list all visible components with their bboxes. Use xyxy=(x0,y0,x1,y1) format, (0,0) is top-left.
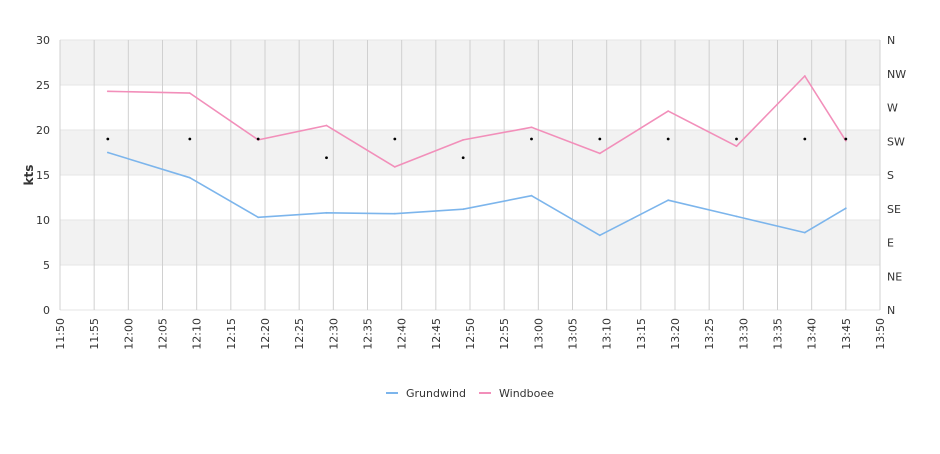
y-tick-label: 5 xyxy=(43,259,50,272)
y-axis-tick-labels: 0 5 10 15 20 25 30 xyxy=(36,34,50,317)
y-tick-label: 25 xyxy=(36,79,50,92)
y-tick-label: 20 xyxy=(36,124,50,137)
series-lines xyxy=(106,75,847,237)
x-tick-label: 12:00 xyxy=(122,318,135,350)
legend-label: Grundwind xyxy=(406,387,466,400)
direction-marker xyxy=(803,137,807,141)
x-tick-label: 13:40 xyxy=(806,318,819,350)
direction-marker xyxy=(666,137,670,141)
direction-tick-label: N xyxy=(887,34,895,47)
x-tick-label: 11:50 xyxy=(54,318,67,350)
direction-tick-label: NE xyxy=(887,270,902,283)
x-tick-label: 12:20 xyxy=(259,318,272,350)
data-point xyxy=(667,110,670,112)
x-tick-label: 13:25 xyxy=(703,318,716,350)
x-tick-label: 12:25 xyxy=(293,318,306,350)
y-tick-label: 10 xyxy=(36,214,50,227)
x-tick-label: 12:30 xyxy=(327,318,340,350)
x-tick-label: 13:50 xyxy=(874,318,887,350)
x-tick-label: 13:45 xyxy=(840,318,853,350)
data-point xyxy=(393,212,396,215)
y-axis-title: kts xyxy=(22,165,36,186)
data-point xyxy=(530,126,533,129)
x-tick-label: 12:35 xyxy=(362,318,375,350)
direction-tick-label: W xyxy=(887,102,898,115)
x-tick-label: 12:50 xyxy=(464,318,477,350)
x-tick-label: 13:05 xyxy=(567,318,580,350)
direction-tick-label: NW xyxy=(887,68,906,81)
x-axis-tick-labels: 11:50 11:55 12:00 12:05 12:10 12:15 12:20 12:25… xyxy=(54,318,887,350)
x-tick-label: 11:55 xyxy=(88,318,101,350)
data-point xyxy=(106,90,109,93)
direction-marker xyxy=(188,137,192,141)
data-point xyxy=(598,152,601,155)
y-tick-label: 30 xyxy=(36,34,50,47)
data-point xyxy=(325,211,328,214)
x-tick-label: 12:10 xyxy=(191,318,204,350)
direction-tick-label: SW xyxy=(887,135,905,148)
direction-marker xyxy=(735,137,738,141)
direction-tick-label: N xyxy=(887,304,895,317)
x-tick-label: 12:15 xyxy=(225,318,238,350)
data-point xyxy=(462,208,465,211)
x-tick-label: 12:45 xyxy=(430,318,443,350)
data-point xyxy=(598,234,601,237)
data-point xyxy=(257,216,260,219)
direction-marker xyxy=(844,137,848,141)
data-point xyxy=(844,207,847,210)
legend-label: Windboee xyxy=(499,387,554,400)
x-tick-label: 13:15 xyxy=(635,318,648,350)
x-tick-label: 12:05 xyxy=(157,318,170,350)
data-point xyxy=(188,92,191,94)
direction-marker xyxy=(598,137,602,141)
y-tick-label: 0 xyxy=(43,304,50,317)
data-point xyxy=(188,176,191,179)
data-point xyxy=(530,194,533,197)
data-point xyxy=(844,139,847,142)
data-point xyxy=(325,124,328,127)
series-line xyxy=(107,75,847,168)
data-point xyxy=(106,151,109,154)
direction-tick-label: E xyxy=(887,237,894,250)
data-point xyxy=(462,139,465,141)
x-tick-label: 12:40 xyxy=(396,318,409,350)
direction-markers xyxy=(106,137,848,160)
legend: Grundwind Windboee xyxy=(386,387,554,400)
vertical-gridlines xyxy=(59,40,881,310)
direction-marker xyxy=(461,156,465,160)
data-point xyxy=(803,231,806,234)
y-tick-label: 15 xyxy=(36,169,50,182)
data-point xyxy=(803,75,806,77)
data-point xyxy=(393,166,396,168)
direction-tick-label: SE xyxy=(887,203,901,216)
direction-tick-label: S xyxy=(887,169,894,182)
data-point xyxy=(735,215,738,218)
direction-marker xyxy=(530,137,533,141)
data-point xyxy=(667,199,670,202)
direction-axis-tick-labels: N NE E SE S SW W NW N xyxy=(887,34,906,317)
x-tick-label: 13:10 xyxy=(601,318,614,350)
direction-marker xyxy=(106,137,110,141)
direction-marker xyxy=(393,137,397,141)
x-tick-label: 12:55 xyxy=(498,318,511,350)
x-tick-label: 13:20 xyxy=(669,318,682,350)
x-tick-label: 13:35 xyxy=(772,318,785,350)
x-tick-label: 13:30 xyxy=(737,318,750,350)
direction-marker xyxy=(256,137,260,141)
data-point xyxy=(735,145,738,148)
direction-marker xyxy=(325,156,328,160)
x-tick-label: 13:00 xyxy=(532,318,545,350)
series-line xyxy=(107,151,847,237)
